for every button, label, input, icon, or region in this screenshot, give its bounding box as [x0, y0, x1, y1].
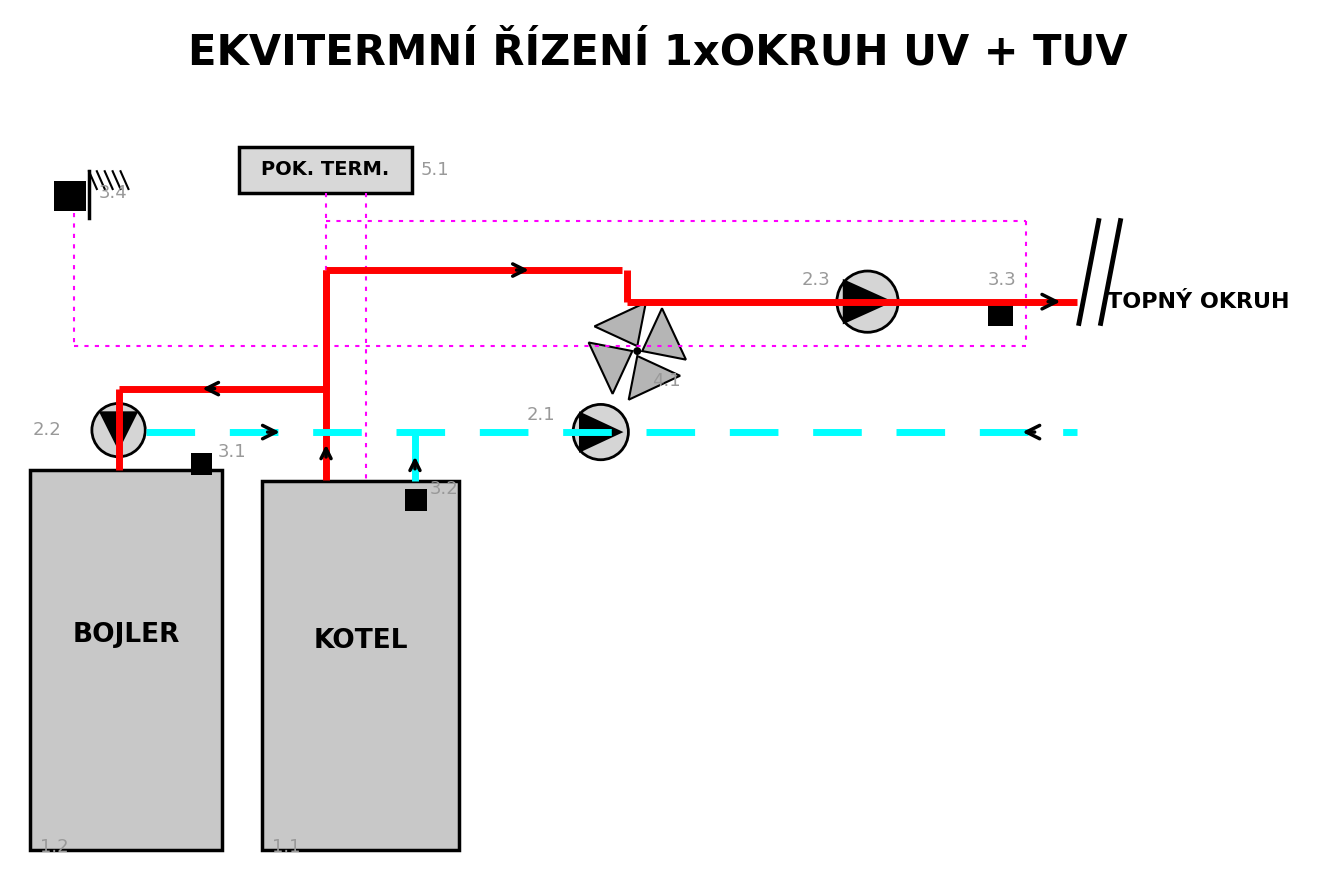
- Bar: [988, 302, 1012, 326]
- Text: 2.3: 2.3: [802, 271, 830, 289]
- Bar: [240, 146, 412, 193]
- Text: 5.1: 5.1: [421, 161, 449, 179]
- Text: BOJLER: BOJLER: [72, 622, 180, 648]
- Polygon shape: [843, 279, 894, 324]
- Polygon shape: [629, 356, 681, 400]
- Text: POK. TERM.: POK. TERM.: [261, 160, 390, 179]
- Circle shape: [836, 271, 898, 332]
- Circle shape: [633, 347, 641, 355]
- Text: 4.1: 4.1: [653, 372, 681, 389]
- Bar: [55, 182, 87, 210]
- Text: 1.1: 1.1: [272, 838, 300, 856]
- Text: KOTEL: KOTEL: [313, 628, 408, 654]
- Text: TOPNÝ OKRUH: TOPNÝ OKRUH: [1107, 292, 1289, 311]
- Polygon shape: [594, 303, 646, 346]
- Text: 2.1: 2.1: [526, 406, 555, 424]
- Text: 3.3: 3.3: [988, 271, 1016, 289]
- Bar: [405, 489, 426, 511]
- Text: 3.2: 3.2: [430, 481, 458, 498]
- Bar: [262, 481, 460, 850]
- Bar: [29, 469, 222, 850]
- Circle shape: [92, 403, 145, 457]
- Polygon shape: [589, 343, 633, 394]
- Bar: [190, 453, 212, 474]
- Polygon shape: [642, 309, 686, 360]
- Text: 3.4: 3.4: [99, 184, 128, 202]
- Polygon shape: [99, 411, 139, 451]
- Text: 2.2: 2.2: [32, 421, 61, 439]
- Polygon shape: [579, 411, 623, 453]
- Circle shape: [573, 404, 629, 460]
- Text: 1.2: 1.2: [40, 838, 68, 856]
- Text: EKVITERMNÍ ŘÍZENÍ 1xOKRUH UV + TUV: EKVITERMNÍ ŘÍZENÍ 1xOKRUH UV + TUV: [188, 32, 1128, 74]
- Text: 3.1: 3.1: [217, 443, 246, 460]
